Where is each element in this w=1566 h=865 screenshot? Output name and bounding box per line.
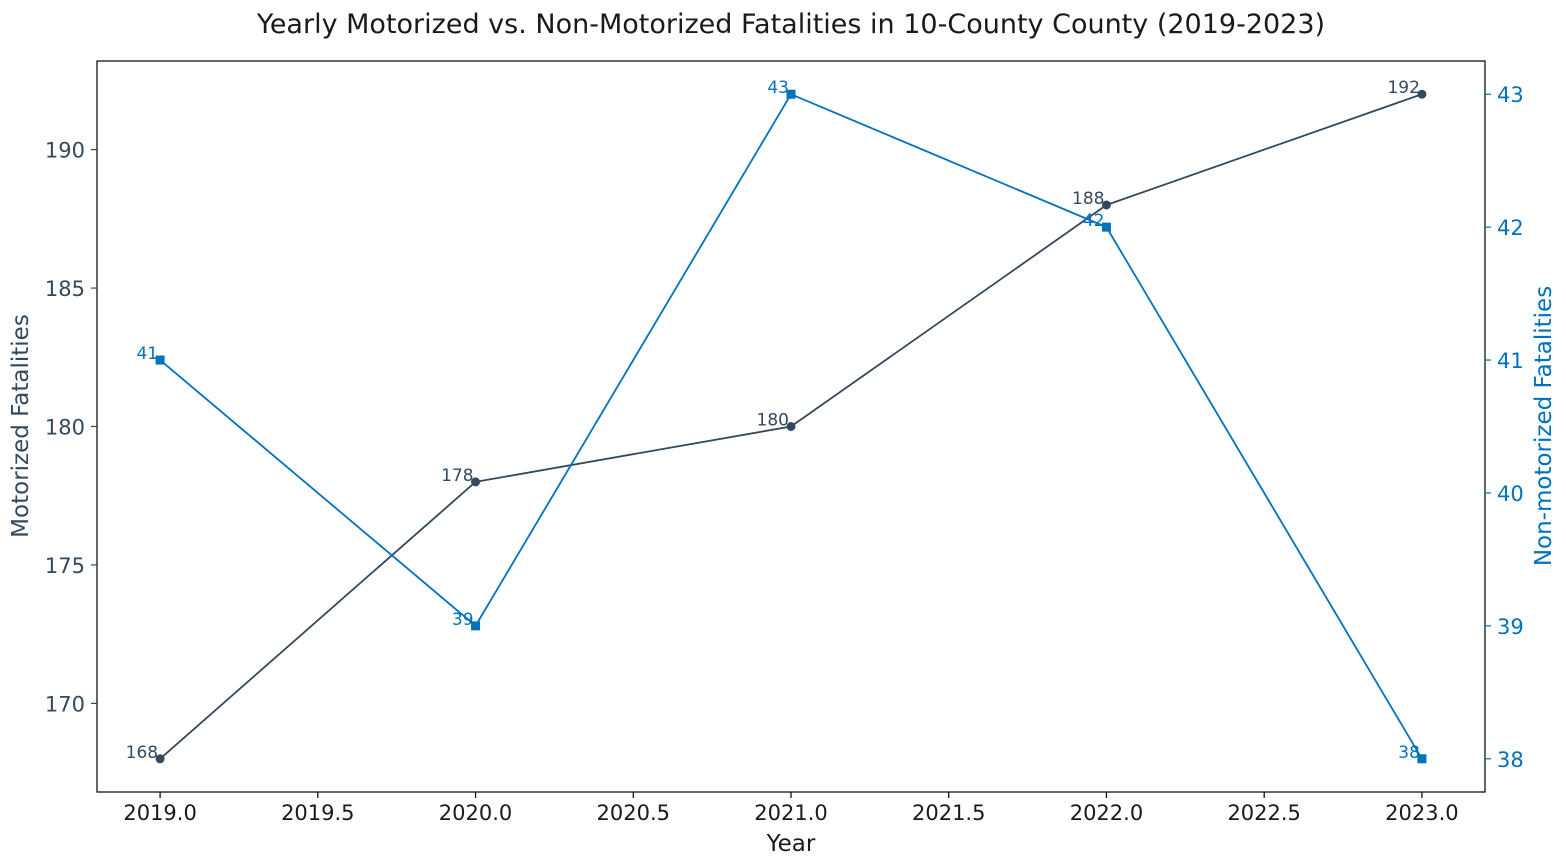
- left-y-axis: 170 175 180 185 190: [45, 139, 97, 716]
- left-y-axis-label: Motorized Fatalities: [8, 314, 34, 538]
- data-label: 168: [126, 743, 158, 763]
- data-label: 180: [757, 411, 789, 431]
- x-tick-label: 2023.0: [1385, 801, 1458, 825]
- left-y-tick-label: 185: [45, 277, 85, 301]
- data-point: [786, 422, 796, 431]
- right-y-axis: 38 39 40 41 42 43: [1485, 83, 1524, 772]
- data-label: 42: [1083, 211, 1105, 231]
- left-y-tick-label: 170: [45, 692, 85, 716]
- data-point: [155, 754, 165, 764]
- x-tick-label: 2022.5: [1227, 801, 1300, 825]
- right-y-tick-label: 38: [1497, 748, 1524, 772]
- x-tick-label: 2019.0: [123, 801, 196, 825]
- chart-title: Yearly Motorized vs. Non-Motorized Fatal…: [256, 9, 1325, 40]
- data-point: [1417, 89, 1427, 99]
- x-axis: 2019.0 2019.5 2020.0 2020.5 2021.0 2021.5 2022…: [123, 792, 1459, 825]
- data-label: 192: [1387, 78, 1419, 98]
- data-point: [1101, 222, 1111, 232]
- data-label: 39: [452, 610, 474, 630]
- left-y-tick-label: 175: [45, 554, 85, 578]
- right-y-tick-label: 41: [1497, 349, 1524, 373]
- right-y-axis-label: Non-motorized Fatalities: [1531, 286, 1557, 566]
- right-y-tick-label: 40: [1497, 482, 1524, 506]
- x-axis-label: Year: [766, 831, 816, 857]
- x-tick-label: 2021.5: [912, 801, 985, 825]
- data-point: [471, 621, 481, 631]
- x-tick-label: 2022.0: [1070, 801, 1143, 825]
- right-y-tick-label: 42: [1497, 216, 1524, 240]
- x-tick-label: 2020.5: [597, 801, 670, 825]
- left-y-tick-label: 190: [45, 139, 85, 163]
- data-label: 38: [1398, 743, 1420, 763]
- data-point: [471, 477, 481, 487]
- series-left-axis: 168 178 180 188 192: [126, 78, 1427, 764]
- data-label: 41: [136, 344, 158, 364]
- right-y-tick-label: 43: [1497, 83, 1524, 107]
- x-tick-label: 2019.5: [281, 801, 354, 825]
- left-y-tick-label: 180: [45, 416, 85, 440]
- series-right-axis: 41 39 43 42 38: [136, 78, 1427, 764]
- x-tick-label: 2021.0: [754, 801, 827, 825]
- series-layer: 168 178 180 188 192 41 39 43 42 38: [126, 78, 1427, 764]
- data-point: [1417, 754, 1427, 764]
- data-point: [786, 89, 796, 99]
- data-label: 188: [1072, 189, 1104, 209]
- data-label: 43: [767, 78, 789, 98]
- data-point: [155, 355, 165, 365]
- x-tick-label: 2020.0: [439, 801, 512, 825]
- data-point: [1101, 200, 1111, 210]
- data-label: 178: [441, 466, 473, 486]
- right-y-tick-label: 39: [1497, 615, 1524, 639]
